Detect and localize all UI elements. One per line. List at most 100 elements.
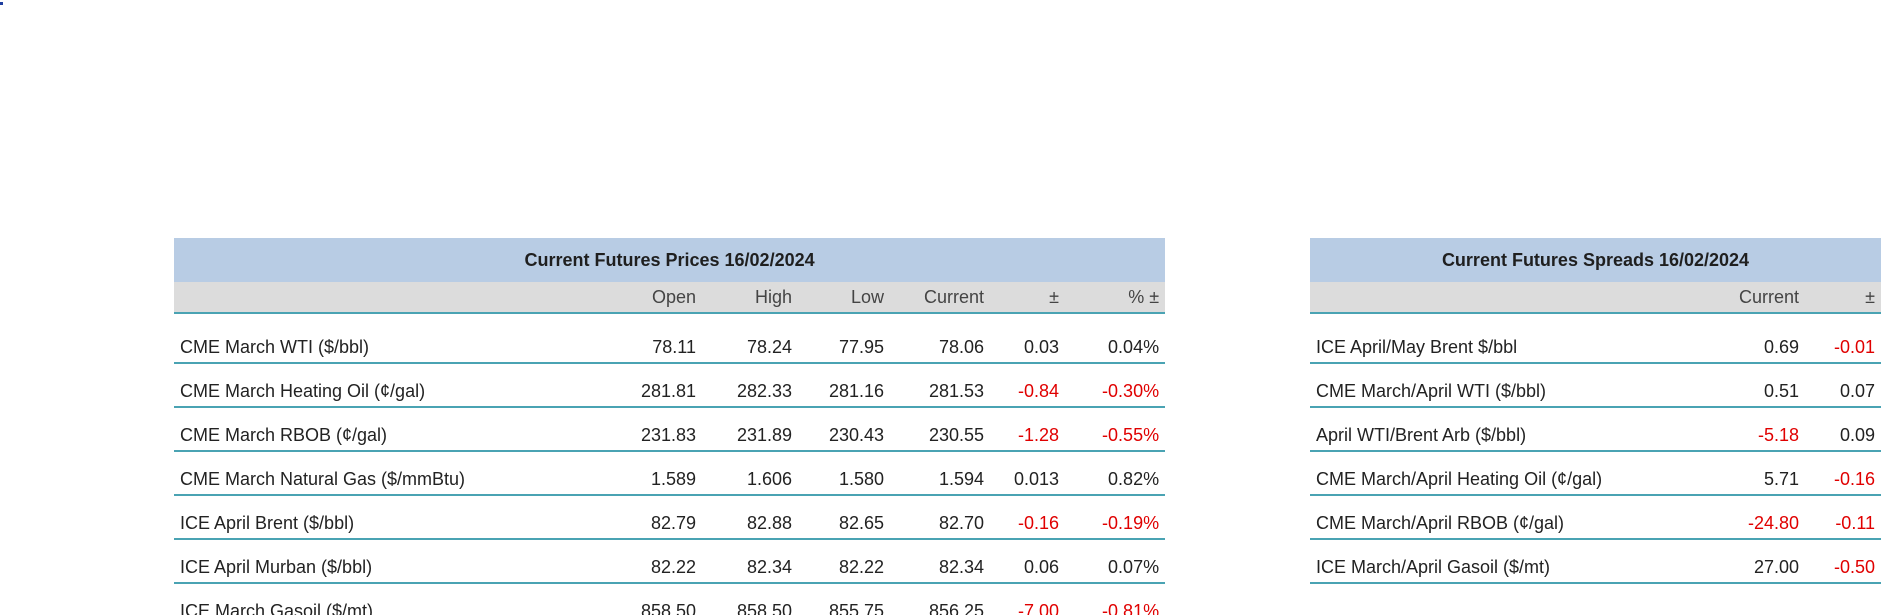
cell-current: -24.80 [1710, 495, 1805, 540]
price-row: ICE April Murban ($/bbl) 82.22 82.34 82.22 8… [174, 539, 1166, 584]
column-header-low: Low [798, 282, 890, 314]
cell-current: 5.71 [1710, 451, 1805, 496]
cell-high: 231.89 [702, 407, 798, 452]
cell-open: 231.83 [594, 407, 702, 452]
cell-open: 858.50 [594, 583, 702, 615]
cell-high: 858.50 [702, 583, 798, 615]
cell-name: CME March/April Heating Oil (¢/gal) [1310, 451, 1710, 496]
cell-current: 27.00 [1710, 539, 1805, 584]
spread-row: CME March/April WTI ($/bbl) 0.51 0.07 [1310, 363, 1882, 408]
cell-name: CME March/April RBOB (¢/gal) [1310, 495, 1710, 540]
cell-change: 0.06 [990, 539, 1065, 584]
cell-high: 82.34 [702, 539, 798, 584]
column-header-pct-change: % ± [1065, 282, 1166, 314]
cell-low: 1.580 [798, 451, 890, 496]
spacer-cell [1310, 313, 1881, 320]
prices-title: Current Futures Prices 16/02/2024 [174, 238, 1166, 282]
cell-name: ICE April/May Brent $/bbl [1310, 320, 1710, 364]
price-row: CME March Heating Oil (¢/gal) 281.81 282.3… [174, 363, 1166, 408]
cell-low: 82.22 [798, 539, 890, 584]
cell-open: 82.22 [594, 539, 702, 584]
column-header [1310, 282, 1710, 314]
cell-pct: -0.55% [1065, 407, 1166, 452]
price-row: CME March WTI ($/bbl) 78.11 78.24 77.95 78.0… [174, 320, 1166, 364]
column-header-change: ± [990, 282, 1065, 314]
cell-low: 281.16 [798, 363, 890, 408]
cell-open: 1.589 [594, 451, 702, 496]
cell-change: -1.28 [990, 407, 1065, 452]
cell-pct: 0.82% [1065, 451, 1166, 496]
spacer-row [1310, 313, 1881, 320]
cell-low: 82.65 [798, 495, 890, 540]
cell-current: 0.51 [1710, 363, 1805, 408]
cell-change: 0.013 [990, 451, 1065, 496]
column-header-change: ± [1805, 282, 1882, 314]
cell-current: 1.594 [890, 451, 990, 496]
cell-high: 282.33 [702, 363, 798, 408]
cell-high: 82.88 [702, 495, 798, 540]
column-header [174, 282, 594, 314]
cell-high: 78.24 [702, 320, 798, 364]
cell-open: 281.81 [594, 363, 702, 408]
cell-current: 82.70 [890, 495, 990, 540]
corner-mark [0, 2, 3, 5]
cell-name: ICE April Brent ($/bbl) [174, 495, 594, 540]
cell-change: 0.09 [1805, 407, 1882, 452]
price-row: ICE March Gasoil ($/mt) 858.50 858.50 855.7… [174, 583, 1166, 615]
spreads-header-row: Current ± [1310, 282, 1882, 314]
spread-row: April WTI/Brent Arb ($/bbl) -5.18 0.09 [1310, 407, 1882, 452]
cell-name: CME March Heating Oil (¢/gal) [174, 363, 594, 408]
cell-current: 281.53 [890, 363, 990, 408]
cell-pct: -0.19% [1065, 495, 1166, 540]
cell-name: CME March WTI ($/bbl) [174, 320, 594, 364]
spacer-cell [174, 313, 1165, 320]
cell-current: -5.18 [1710, 407, 1805, 452]
cell-high: 1.606 [702, 451, 798, 496]
cell-change: 0.07 [1805, 363, 1882, 408]
cell-name: CME March RBOB (¢/gal) [174, 407, 594, 452]
spread-row: ICE March/April Gasoil ($/mt) 27.00 -0.50 [1310, 539, 1882, 584]
cell-change: -0.50 [1805, 539, 1882, 584]
cell-change: -0.16 [990, 495, 1065, 540]
price-row: CME March Natural Gas ($/mmBtu) 1.589 1.60… [174, 451, 1166, 496]
cell-current: 230.55 [890, 407, 990, 452]
cell-change: -0.11 [1805, 495, 1882, 540]
prices-header-row: Open High Low Current ± % ± [174, 282, 1166, 314]
cell-low: 855.75 [798, 583, 890, 615]
cell-current: 82.34 [890, 539, 990, 584]
cell-pct: 0.07% [1065, 539, 1166, 584]
column-header-open: Open [594, 282, 702, 314]
cell-name: April WTI/Brent Arb ($/bbl) [1310, 407, 1710, 452]
cell-pct: -0.30% [1065, 363, 1166, 408]
cell-open: 78.11 [594, 320, 702, 364]
cell-change: -0.16 [1805, 451, 1882, 496]
price-row: ICE April Brent ($/bbl) 82.79 82.88 82.65 82… [174, 495, 1166, 540]
cell-name: CME March Natural Gas ($/mmBtu) [174, 451, 594, 496]
cell-change: -0.84 [990, 363, 1065, 408]
spread-row: ICE April/May Brent $/bbl 0.69 -0.01 [1310, 320, 1882, 364]
cell-current: 856.25 [890, 583, 990, 615]
cell-open: 82.79 [594, 495, 702, 540]
cell-current: 78.06 [890, 320, 990, 364]
column-header-current: Current [890, 282, 990, 314]
cell-change: -7.00 [990, 583, 1065, 615]
column-header-current: Current [1710, 282, 1805, 314]
cell-pct: 0.04% [1065, 320, 1166, 364]
cell-name: ICE March/April Gasoil ($/mt) [1310, 539, 1710, 584]
spacer-row [174, 313, 1165, 320]
cell-low: 230.43 [798, 407, 890, 452]
spread-row: CME March/April RBOB (¢/gal) -24.80 -0.11 [1310, 495, 1882, 540]
cell-name: ICE March Gasoil ($/mt) [174, 583, 594, 615]
cell-name: ICE April Murban ($/bbl) [174, 539, 594, 584]
cell-current: 0.69 [1710, 320, 1805, 364]
cell-change: 0.03 [990, 320, 1065, 364]
cell-name: CME March/April WTI ($/bbl) [1310, 363, 1710, 408]
price-row: CME March RBOB (¢/gal) 231.83 231.89 230.43… [174, 407, 1166, 452]
spreads-title: Current Futures Spreads 16/02/2024 [1310, 238, 1882, 282]
futures-prices-table: Current Futures Prices 16/02/2024 Open H… [174, 238, 1166, 615]
cell-low: 77.95 [798, 320, 890, 364]
futures-spreads-table: Current Futures Spreads 16/02/2024 Curre… [1310, 238, 1882, 584]
cell-change: -0.01 [1805, 320, 1882, 364]
column-header-high: High [702, 282, 798, 314]
